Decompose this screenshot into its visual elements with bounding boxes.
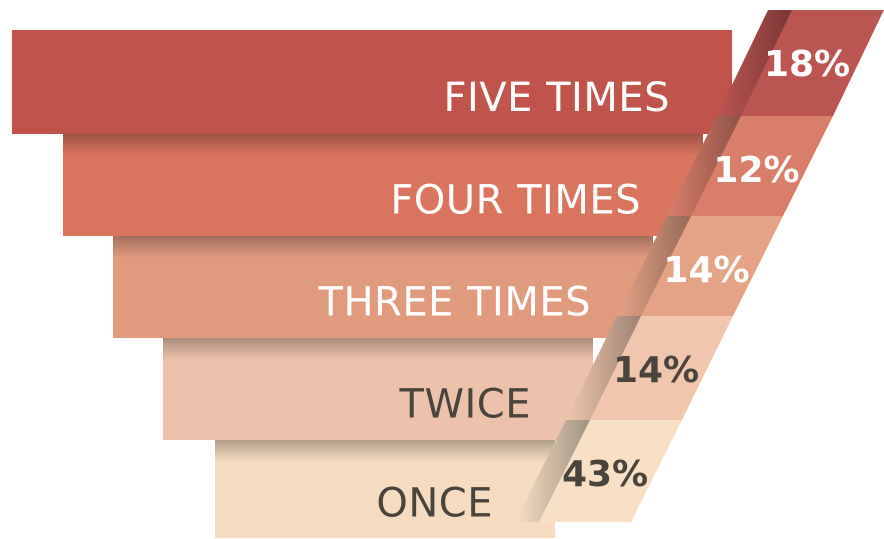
- funnel-value-twice: 14%: [613, 350, 699, 391]
- funnel-label-four-times: FOUR TIMES: [390, 178, 641, 224]
- funnel-tab-shadow: [566, 316, 641, 420]
- funnel-bar-five-times: [12, 30, 732, 134]
- funnel-segments: [12, 10, 884, 538]
- funnel-tab-shadow: [515, 420, 590, 522]
- funnel-label-once: ONCE: [376, 480, 493, 526]
- funnel-label-five-times: FIVE TIMES: [443, 75, 670, 121]
- funnel-bar-shadow: [63, 134, 703, 156]
- funnel-tab-shadow: [717, 10, 792, 116]
- funnel-bar-shadow: [163, 338, 593, 360]
- funnel-tab-shadow: [667, 116, 741, 216]
- funnel-value-four-times: 12%: [713, 150, 799, 191]
- funnel-value-five-times: 18%: [764, 44, 850, 85]
- funnel-labels: FIVE TIMES 18% FOUR TIMES 12% THREE TIMES 14%…: [318, 44, 851, 526]
- funnel-value-three-times: 14%: [663, 250, 749, 291]
- funnel-tab-shadow: [617, 216, 691, 316]
- funnel-bar-shadow: [113, 236, 653, 258]
- funnel-bar-shadow: [215, 440, 555, 462]
- funnel-label-twice: TWICE: [399, 382, 531, 428]
- funnel-value-once: 43%: [562, 454, 648, 495]
- funnel-label-three-times: THREE TIMES: [318, 280, 591, 326]
